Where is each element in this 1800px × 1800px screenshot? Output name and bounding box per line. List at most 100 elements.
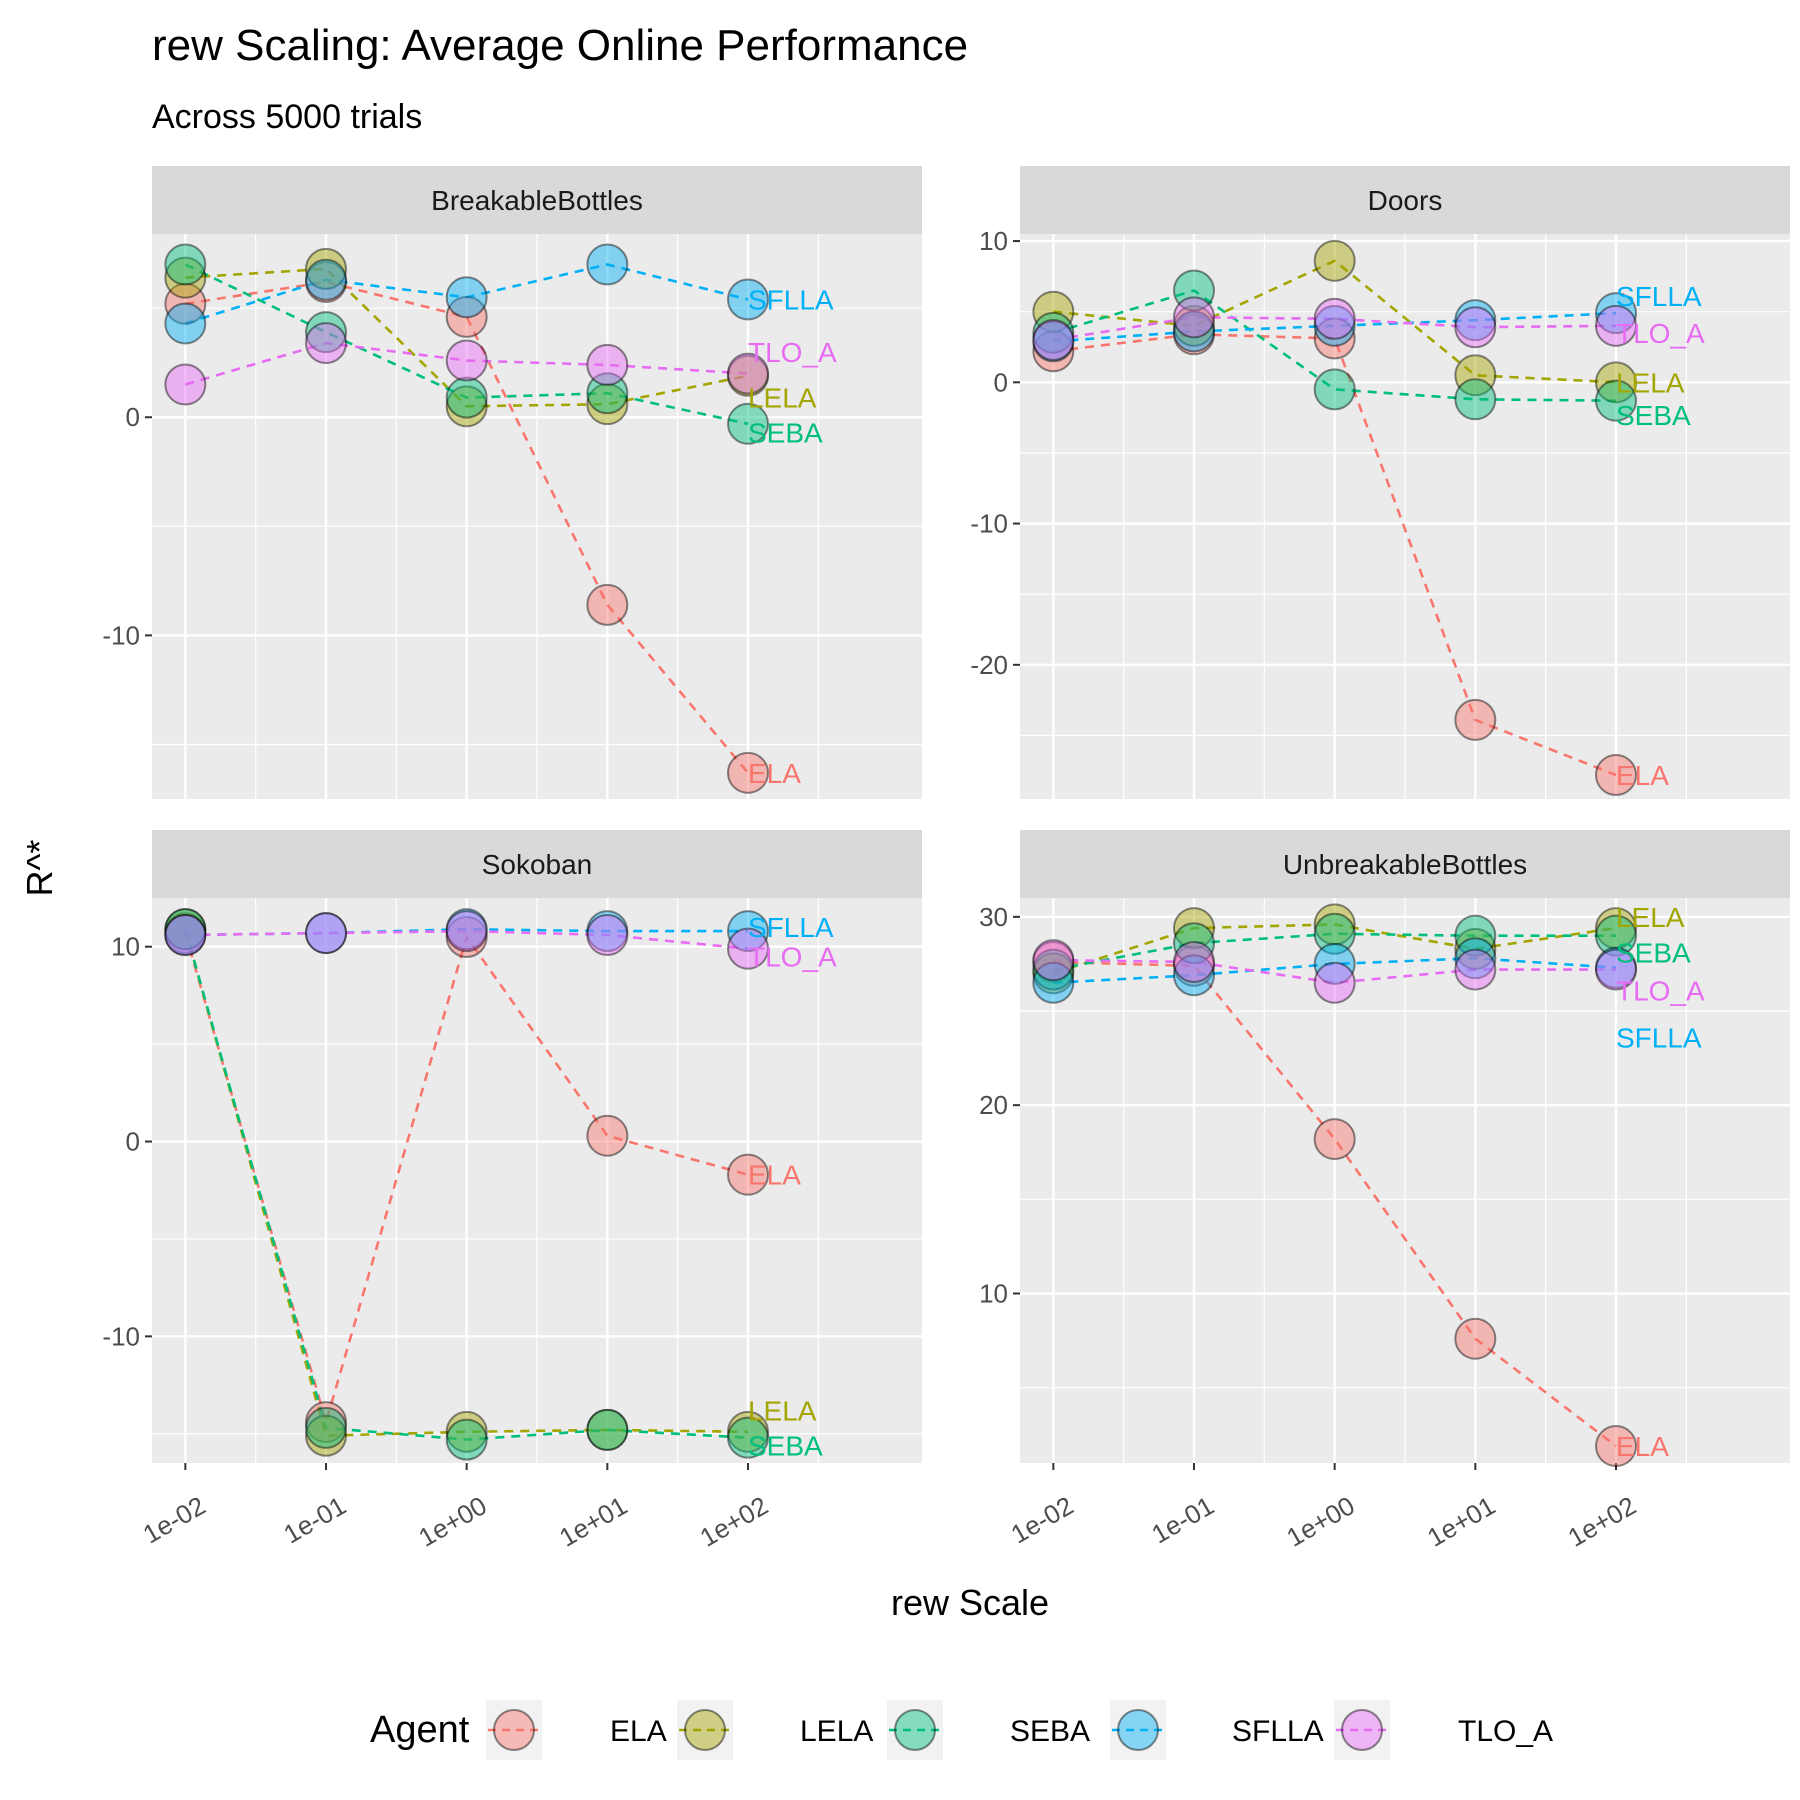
- series-line-TLO_A: [185, 929, 749, 950]
- y-axis-title: R^*: [19, 840, 60, 897]
- data-point-SEBA: [1173, 269, 1216, 312]
- chart-subtitle: Across 5000 trials: [152, 98, 422, 136]
- data-point-LELA: [1594, 907, 1637, 950]
- data-point-TLO_A: [164, 914, 207, 957]
- series-line-TLO_A: [1053, 958, 1616, 985]
- end-label-SFLLA: SFLLA: [748, 284, 834, 315]
- end-label-TLO_A: TLO_A: [1616, 318, 1705, 349]
- facet-strip: [152, 830, 922, 898]
- data-point-SFLLA: [445, 908, 488, 951]
- data-point-SEBA: [1594, 379, 1637, 422]
- x-tick-label: 1e-02: [138, 1490, 211, 1549]
- data-point-SEBA: [726, 402, 769, 445]
- series-line-SEBA: [1053, 932, 1616, 971]
- data-point-TLO_A: [1594, 304, 1637, 347]
- data-point-ELA: [164, 282, 207, 325]
- legend-key-point: [894, 1709, 936, 1751]
- end-label-ELA: ELA: [748, 758, 801, 789]
- data-point-SEBA: [1032, 948, 1075, 991]
- data-point-TLO_A: [1173, 296, 1216, 339]
- data-point-SFLLA: [1032, 961, 1075, 1004]
- data-point-SEBA: [1594, 914, 1637, 957]
- data-point-LELA: [1454, 927, 1497, 970]
- data-point-LELA: [1173, 304, 1216, 347]
- data-point-LELA: [164, 256, 207, 299]
- y-tick-label: 20: [979, 1090, 1008, 1120]
- data-point-SFLLA: [1454, 299, 1497, 342]
- series-line-ELA: [185, 280, 749, 774]
- x-tick-label: 1e-01: [278, 1490, 351, 1549]
- series-line-SEBA: [184, 263, 749, 426]
- data-point-TLO_A: [305, 322, 348, 365]
- data-point-SFLLA: [586, 910, 629, 953]
- data-point-ELA: [726, 1153, 769, 1196]
- facet-strip-label: BreakableBottles: [431, 185, 643, 216]
- series-line-LELA: [1052, 923, 1617, 975]
- y-tick-label: -10: [102, 1321, 140, 1351]
- end-label-LELA: LELA: [1616, 902, 1685, 933]
- legend-key-point: [493, 1709, 535, 1751]
- data-point-LELA: [726, 354, 769, 397]
- data-point-ELA: [1173, 313, 1216, 356]
- data-point-ELA: [586, 1114, 629, 1157]
- legend: Agent ELA LELA SEBA SFLLA TLO_A: [370, 1700, 1553, 1760]
- data-point-LELA: [164, 908, 207, 951]
- data-point-ELA: [726, 751, 769, 794]
- data-point-LELA: [1594, 361, 1637, 404]
- end-label-TLO_A: TLO_A: [1616, 975, 1705, 1006]
- data-point-SEBA: [305, 1406, 348, 1449]
- series-line-SFLLA: [184, 263, 749, 325]
- data-point-TLO_A: [1454, 306, 1497, 349]
- legend-key-point: [1117, 1709, 1159, 1751]
- facet-strip-label: Sokoban: [482, 849, 593, 880]
- x-tick-label: 1e+01: [554, 1490, 632, 1552]
- data-point-SEBA: [726, 1416, 769, 1459]
- x-tick-label: 1e+01: [1422, 1490, 1500, 1552]
- data-point-LELA: [1454, 354, 1497, 397]
- data-point-ELA: [305, 1401, 348, 1444]
- legend-title: Agent: [370, 1709, 470, 1751]
- data-point-TLO_A: [1454, 948, 1497, 991]
- data-point-SFLLA: [726, 910, 769, 953]
- end-label-ELA: ELA: [1616, 760, 1669, 791]
- legend-label-LELA: LELA: [800, 1715, 873, 1748]
- data-point-ELA: [1313, 317, 1356, 360]
- data-point-SEBA: [1313, 912, 1356, 955]
- end-label-SEBA: SEBA: [748, 1430, 823, 1461]
- data-point-SFLLA: [305, 258, 348, 301]
- data-point-SFLLA: [1173, 954, 1216, 997]
- y-tick-label: 0: [126, 402, 140, 432]
- series-line-LELA: [184, 928, 749, 1438]
- data-point-ELA: [305, 260, 348, 303]
- series-line-LELA: [185, 267, 749, 408]
- data-point-SFLLA: [164, 914, 207, 957]
- facet-strip: [152, 166, 922, 234]
- facet-strip: [1020, 166, 1790, 234]
- x-tick-label: 1e+00: [413, 1490, 491, 1552]
- data-point-TLO_A: [1032, 318, 1075, 361]
- series-line-TLO_A: [1053, 315, 1617, 342]
- data-point-LELA: [726, 1410, 769, 1453]
- end-label-SEBA: SEBA: [1616, 400, 1691, 431]
- series-line-TLO_A: [184, 341, 749, 386]
- series-line-ELA: [1053, 332, 1617, 777]
- x-tick-label: 1e-02: [1006, 1490, 1079, 1549]
- series-line-SFLLA: [1053, 956, 1617, 985]
- y-tick-label: -10: [102, 620, 140, 650]
- data-point-LELA: [305, 1414, 348, 1457]
- data-point-TLO_A: [1594, 948, 1637, 991]
- end-label-TLO_A: TLO_A: [748, 941, 837, 972]
- data-point-LELA: [586, 383, 629, 426]
- data-point-SFLLA: [445, 276, 488, 319]
- data-point-TLO_A: [1313, 297, 1356, 340]
- data-point-SFLLA: [1032, 320, 1075, 363]
- end-label-SEBA: SEBA: [748, 418, 823, 449]
- data-point-ELA: [1454, 698, 1497, 741]
- data-point-SFLLA: [1594, 292, 1637, 335]
- data-point-SEBA: [445, 376, 488, 419]
- legend-key-point: [1341, 1709, 1383, 1751]
- end-label-ELA: ELA: [748, 1160, 801, 1191]
- data-point-SEBA: [586, 1408, 629, 1451]
- data-point-ELA: [586, 583, 629, 626]
- end-label-SFLLA: SFLLA: [748, 912, 834, 943]
